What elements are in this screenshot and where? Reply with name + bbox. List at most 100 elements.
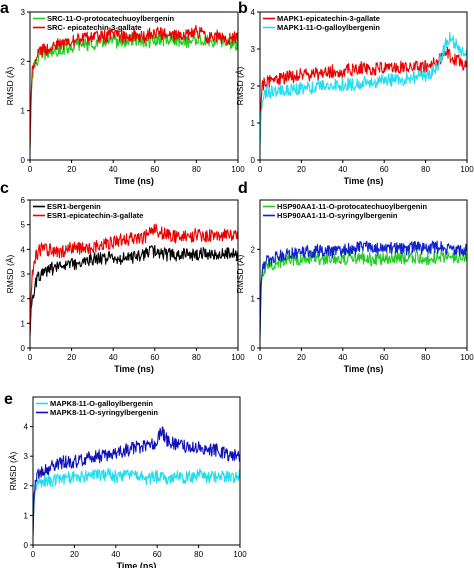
x-tick-label: 0 xyxy=(28,353,33,362)
chart-panel-c: c 0 20 40 60 80 100 0 1 2 3 4 5 6 Time (ns) RMSD (Å) ESR… xyxy=(0,180,245,374)
plot-frame xyxy=(32,396,241,546)
x-tick-label: 80 xyxy=(421,353,430,362)
legend-label: MAPK8-11-O-galloylbergenin xyxy=(50,399,153,408)
y-tick-label: 0 xyxy=(251,156,256,165)
y-tick-label: 3 xyxy=(251,45,256,54)
legend-label: HSP90AA1-11-O-protocatechuoylbergenin xyxy=(277,202,427,211)
x-tick-label: 20 xyxy=(297,353,306,362)
x-tick-label: 100 xyxy=(231,165,245,174)
y-tick-label: 4 xyxy=(251,8,256,17)
panel-letter: e xyxy=(4,391,13,408)
y-tick-label: 0 xyxy=(24,541,29,550)
x-tick-label: 20 xyxy=(70,550,79,559)
x-axis-label: Time (ns) xyxy=(344,364,384,374)
x-tick-label: 20 xyxy=(67,165,76,174)
y-tick-label: 1 xyxy=(251,119,256,128)
x-tick-label: 0 xyxy=(258,353,263,362)
y-tick-label: 3 xyxy=(21,270,26,279)
chart-panel-e: e 0 20 40 60 80 100 0 1 2 3 4 Time (ns) RMSD (Å) MAPK8… xyxy=(4,391,247,568)
y-tick-label: 1 xyxy=(24,511,29,520)
y-axis-label: RMSD (Å) xyxy=(5,254,15,293)
x-tick-label: 100 xyxy=(231,353,245,362)
panel-letter: b xyxy=(238,0,248,17)
chart-panel-d: d 0 20 40 60 80 100 0 1 2 Time (ns) RMSD (Å) HSP90AA… xyxy=(235,180,474,374)
plot-frame xyxy=(29,199,239,349)
x-tick-label: 60 xyxy=(153,550,162,559)
x-tick-label: 60 xyxy=(150,165,159,174)
x-tick-label: 20 xyxy=(67,353,76,362)
y-tick-label: 2 xyxy=(21,57,26,66)
series-line-e-2 xyxy=(33,426,240,537)
x-tick-label: 40 xyxy=(109,353,118,362)
y-tick-label: 0 xyxy=(21,344,26,353)
chart-panel-a: a 0 20 40 60 80 100 0 1 2 3 Time (ns) RMSD (Å) SRC-11… xyxy=(0,0,245,186)
chart-panel-b: b 0 20 40 60 80 100 0 1 2 3 4 Time (ns) RMSD (Å) MAPK1… xyxy=(235,0,474,186)
legend-label: SRC- epicatechin-3-gallate xyxy=(47,23,142,32)
plot-frame xyxy=(29,11,239,161)
x-tick-label: 40 xyxy=(111,550,120,559)
x-axis-label: Time (ns) xyxy=(117,561,157,568)
legend-label: ESR1-bergenin xyxy=(47,202,101,211)
y-tick-label: 1 xyxy=(21,319,26,328)
y-tick-label: 3 xyxy=(24,452,29,461)
panel-letter: d xyxy=(238,180,248,197)
x-tick-label: 40 xyxy=(338,165,347,174)
y-tick-label: 2 xyxy=(21,295,26,304)
x-tick-label: 0 xyxy=(258,165,263,174)
x-axis-label: Time (ns) xyxy=(344,176,384,186)
y-axis-label: RMSD (Å) xyxy=(235,254,245,293)
series-line-d-1 xyxy=(260,250,467,339)
y-tick-label: 0 xyxy=(21,156,26,165)
y-tick-label: 2 xyxy=(251,245,256,254)
y-tick-label: 2 xyxy=(251,82,256,91)
x-tick-label: 0 xyxy=(31,550,36,559)
x-tick-label: 20 xyxy=(297,165,306,174)
series-line-c-2 xyxy=(30,223,238,336)
x-tick-label: 60 xyxy=(380,353,389,362)
series-line-b-2 xyxy=(260,31,467,149)
y-tick-label: 2 xyxy=(24,482,29,491)
legend-label: HSP90AA1-11-O-syringylbergenin xyxy=(277,211,398,220)
legend-label: SRC-11-O-protocatechuoylbergenin xyxy=(47,14,175,23)
y-tick-label: 4 xyxy=(24,423,29,432)
series-line-a-2 xyxy=(30,24,238,151)
x-tick-label: 0 xyxy=(28,165,33,174)
x-axis-label: Time (ns) xyxy=(114,364,154,374)
y-tick-label: 1 xyxy=(251,295,256,304)
x-tick-label: 80 xyxy=(192,165,201,174)
y-tick-label: 0 xyxy=(251,344,256,353)
y-axis-label: RMSD (Å) xyxy=(8,451,18,490)
x-tick-label: 60 xyxy=(380,165,389,174)
y-tick-label: 5 xyxy=(21,221,26,230)
panel-letter: a xyxy=(0,0,9,17)
x-tick-label: 80 xyxy=(194,550,203,559)
x-tick-label: 60 xyxy=(150,353,159,362)
series-line-a-1 xyxy=(30,32,238,151)
series-line-c-1 xyxy=(30,244,238,336)
y-tick-label: 1 xyxy=(21,107,26,116)
x-tick-label: 100 xyxy=(233,550,247,559)
y-axis-label: RMSD (Å) xyxy=(5,66,15,105)
legend-label: MAPK1-epicatechin-3-gallate xyxy=(277,14,380,23)
y-axis-label: RMSD (Å) xyxy=(235,66,245,105)
y-tick-label: 4 xyxy=(21,245,26,254)
x-axis-label: Time (ns) xyxy=(114,176,154,186)
series-line-e-1 xyxy=(33,468,240,537)
x-tick-label: 100 xyxy=(460,165,474,174)
legend-label: MAPK1-11-O-galloylbergenin xyxy=(277,23,380,32)
y-tick-label: 6 xyxy=(21,196,26,205)
x-tick-label: 40 xyxy=(338,353,347,362)
plot-frame xyxy=(259,199,468,349)
x-tick-label: 80 xyxy=(192,353,201,362)
legend-label: MAPK8-11-O-syringylbergenin xyxy=(50,408,158,417)
y-tick-label: 3 xyxy=(21,8,26,17)
panel-letter: c xyxy=(0,180,9,197)
series-line-d-2 xyxy=(260,240,467,339)
x-tick-label: 80 xyxy=(421,165,430,174)
x-tick-label: 100 xyxy=(460,353,474,362)
legend-label: ESR1-epicatechin-3-gallate xyxy=(47,211,143,220)
x-tick-label: 40 xyxy=(109,165,118,174)
series-line-b-1 xyxy=(260,46,467,142)
